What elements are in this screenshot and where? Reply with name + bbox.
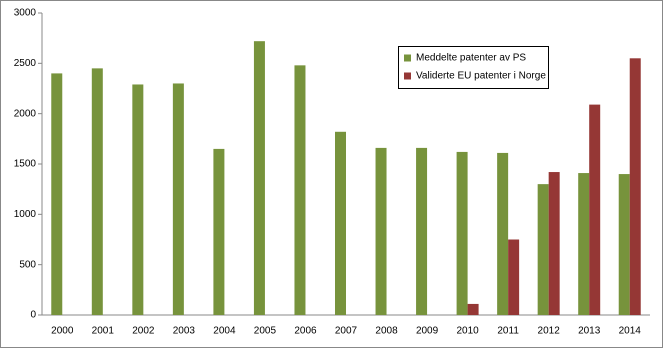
bar (335, 131, 346, 315)
x-tick-label: 2012 (538, 326, 561, 337)
x-tick-label: 2007 (335, 326, 358, 337)
y-tick-label: 2000 (14, 108, 37, 119)
y-tick-label: 3000 (14, 8, 37, 19)
bar (537, 184, 549, 315)
x-tick-label: 2006 (294, 326, 317, 337)
legend-label: Validerte EU patenter i Norge (416, 71, 546, 82)
bar (456, 151, 468, 315)
bar (213, 148, 225, 315)
x-tick-label: 2002 (132, 326, 155, 337)
x-tick-label: 2000 (51, 326, 74, 337)
x-tick-label: 2001 (92, 326, 115, 337)
x-tick-label: 2009 (416, 326, 439, 337)
bar (629, 58, 641, 316)
bar (416, 147, 428, 315)
bar (294, 65, 306, 315)
x-tick-label: 2014 (619, 326, 642, 337)
x-tick-label: 2013 (578, 326, 601, 337)
bar (51, 73, 63, 316)
bar (467, 303, 479, 315)
bar (589, 104, 601, 316)
bar (578, 173, 590, 315)
legend-swatch (404, 72, 411, 80)
bar (618, 174, 630, 315)
bar (508, 239, 520, 315)
y-tick-label: 0 (30, 310, 36, 321)
y-tick-label: 2500 (14, 58, 37, 69)
bar (497, 152, 509, 315)
legend (398, 46, 549, 89)
x-tick-label: 2011 (497, 326, 519, 337)
x-tick-label: 2008 (375, 326, 398, 337)
x-tick-label: 2005 (254, 326, 277, 337)
y-tick-label: 500 (19, 259, 36, 270)
x-tick-label: 2003 (173, 326, 196, 337)
bar (91, 68, 103, 315)
bar (548, 172, 560, 315)
x-tick-label: 2004 (213, 326, 236, 337)
y-tick-label: 1500 (14, 159, 37, 170)
x-tick-label: 2010 (456, 326, 479, 337)
legend-label: Meddelte patenter av PS (416, 53, 526, 64)
y-tick-label: 1000 (14, 209, 37, 220)
bar (253, 41, 265, 315)
bar (375, 147, 387, 315)
bar (132, 84, 144, 316)
legend-swatch (404, 54, 411, 62)
bar (172, 83, 184, 315)
